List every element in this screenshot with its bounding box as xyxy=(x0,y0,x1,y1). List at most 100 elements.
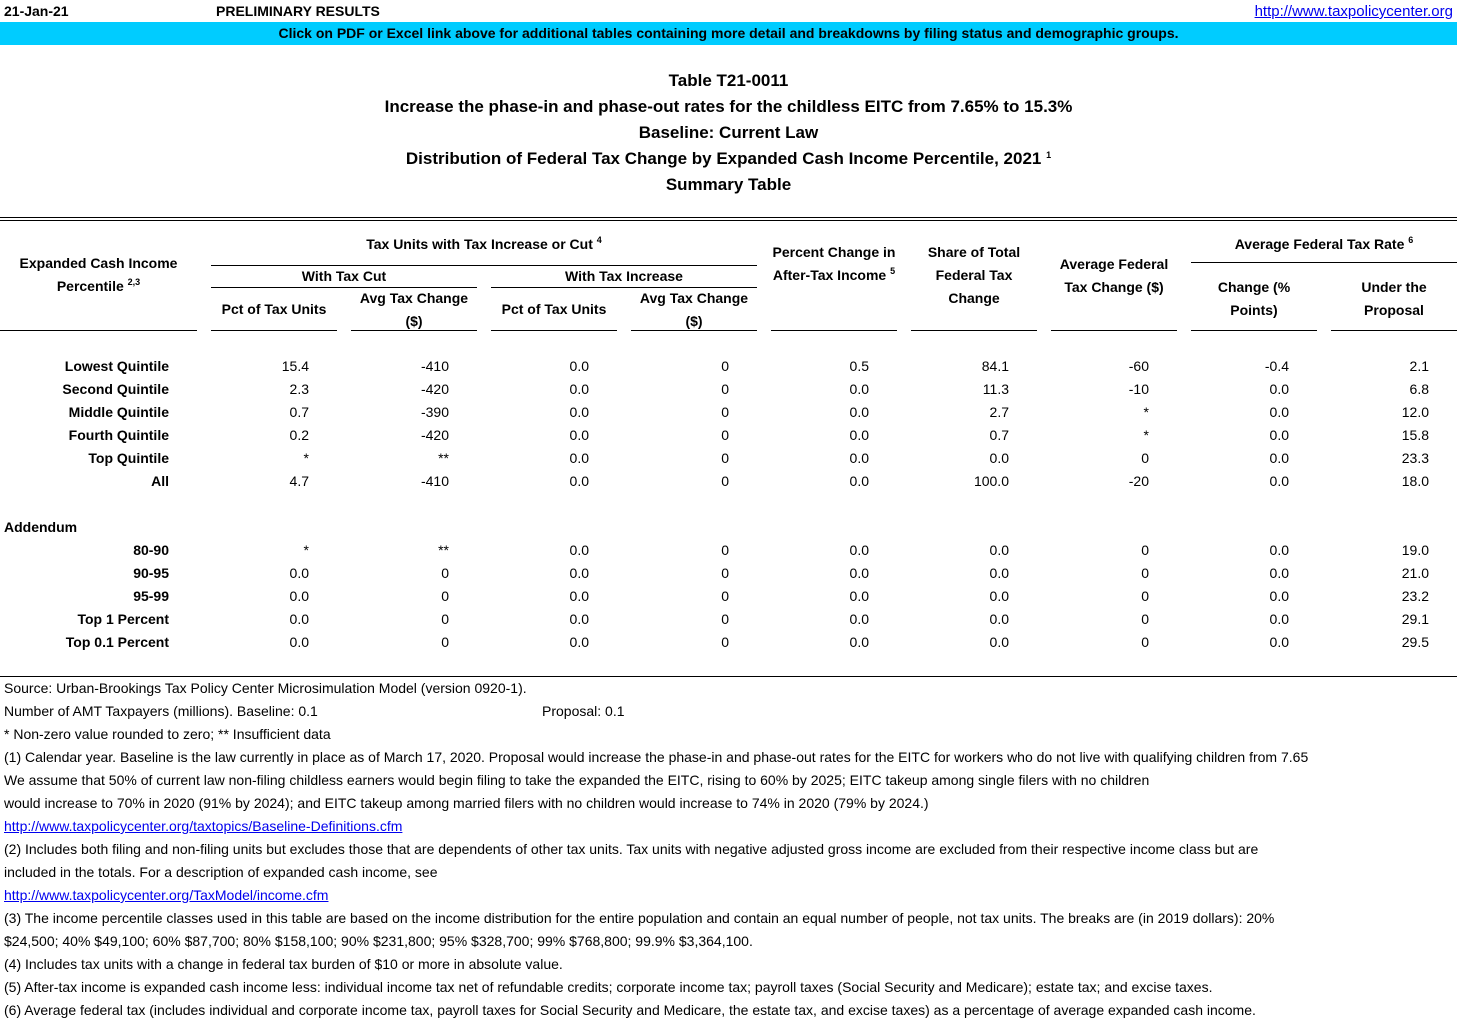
cell: -420 xyxy=(420,381,449,397)
date: 21-Jan-21 xyxy=(4,3,69,19)
cell: 0.0 xyxy=(989,634,1009,650)
source: Source: Urban-Brookings Tax Policy Cente… xyxy=(4,680,527,696)
cell: 0.2 xyxy=(289,427,309,443)
cell: * xyxy=(303,450,309,466)
cell: 0.0 xyxy=(1269,611,1289,627)
title-line: Distribution of Federal Tax Change by Ex… xyxy=(405,149,1052,168)
col-header: Tax Units with Tax Increase or Cut 4 xyxy=(366,235,602,253)
cell: 0.0 xyxy=(1269,427,1289,443)
cell: 0.0 xyxy=(849,565,869,581)
cell: 0.0 xyxy=(1269,565,1289,581)
cell: 19.0 xyxy=(1401,542,1429,558)
note-line: * Non-zero value rounded to zero; ** Ins… xyxy=(4,726,331,742)
cell: 21.0 xyxy=(1401,565,1429,581)
rule xyxy=(491,330,617,331)
cell: 6.8 xyxy=(1409,381,1429,397)
cell: 0.0 xyxy=(849,427,869,443)
cell: 0.0 xyxy=(289,565,309,581)
cell: 0 xyxy=(441,611,449,627)
rule xyxy=(1191,330,1317,331)
row-label: All xyxy=(151,473,169,489)
note-link[interactable]: http://www.taxpolicycenter.org/TaxModel/… xyxy=(4,887,329,903)
rule xyxy=(771,330,897,331)
rule xyxy=(0,330,197,331)
cell: 0.7 xyxy=(289,404,309,420)
cell: 0 xyxy=(721,404,729,420)
cell: 23.2 xyxy=(1401,588,1429,604)
col-header: Under the Proposal xyxy=(1361,279,1427,318)
cell: 4.7 xyxy=(289,473,309,489)
cell: 11.3 xyxy=(982,381,1009,397)
row-label: Second Quintile xyxy=(62,381,169,397)
cell: 2.1 xyxy=(1409,358,1429,374)
cell: 0.0 xyxy=(569,565,589,581)
col-header: Percent Change in After-Tax Income 5 xyxy=(772,244,896,283)
cell: 0.0 xyxy=(849,404,869,420)
banner: Click on PDF or Excel link above for add… xyxy=(0,22,1457,45)
cell: 0 xyxy=(721,542,729,558)
note-line: (2) Includes both filing and non-filing … xyxy=(4,841,1259,857)
status: PRELIMINARY RESULTS xyxy=(216,3,380,19)
note-line: would increase to 70% in 2020 (91% by 20… xyxy=(4,795,929,811)
cell: 0 xyxy=(1141,542,1149,558)
col-header: Avg Tax Change ($) xyxy=(639,290,749,329)
cell: 18.0 xyxy=(1401,473,1429,489)
cell: 0.0 xyxy=(1269,542,1289,558)
rule xyxy=(0,676,1457,677)
cell: 0 xyxy=(721,381,729,397)
cell: -420 xyxy=(420,427,449,443)
cell: * xyxy=(303,542,309,558)
row-label: Middle Quintile xyxy=(68,404,169,420)
cell: -60 xyxy=(1128,358,1149,374)
cell: 0.0 xyxy=(989,542,1009,558)
cell: 23.3 xyxy=(1401,450,1429,466)
cell: 0.0 xyxy=(849,542,869,558)
col-header: Expanded Cash Income Percentile 2,3 xyxy=(19,255,178,294)
col-header: With Tax Increase xyxy=(565,268,683,284)
cell: 0.0 xyxy=(849,381,869,397)
cell: 0 xyxy=(441,588,449,604)
cell: 0.0 xyxy=(289,588,309,604)
cell: 12.0 xyxy=(1401,404,1429,420)
cell: 0.0 xyxy=(289,634,309,650)
note-link[interactable]: http://www.taxpolicycenter.org/taxtopics… xyxy=(4,818,403,834)
title-line: Summary Table xyxy=(665,175,792,194)
cell: 0.0 xyxy=(849,450,869,466)
site-link[interactable]: http://www.taxpolicycenter.org xyxy=(1254,3,1453,20)
cell: 0.0 xyxy=(289,611,309,627)
cell: 0 xyxy=(721,634,729,650)
cell: 0.0 xyxy=(1269,404,1289,420)
cell: -410 xyxy=(420,358,449,374)
row-label: Lowest Quintile xyxy=(64,358,169,374)
note-line: $24,500; 40% $49,100; 60% $87,700; 80% $… xyxy=(4,933,753,949)
cell: 0.0 xyxy=(989,565,1009,581)
col-header: Change (% Points) xyxy=(1217,279,1291,318)
row-label: 80-90 xyxy=(133,542,169,558)
cell: 0.0 xyxy=(989,611,1009,627)
cell: 0.0 xyxy=(989,450,1009,466)
cell: 0 xyxy=(721,588,729,604)
row-label: 95-99 xyxy=(133,588,169,604)
cell: 0.0 xyxy=(569,427,589,443)
amt-baseline: Number of AMT Taxpayers (millions). Base… xyxy=(4,703,318,719)
note-line: (3) The income percentile classes used i… xyxy=(4,910,1275,926)
rule xyxy=(1051,330,1177,331)
cell: 15.4 xyxy=(281,358,309,374)
cell: 0 xyxy=(721,473,729,489)
cell: ** xyxy=(438,542,449,558)
title-line: Increase the phase-in and phase-out rate… xyxy=(384,97,1073,116)
cell: 0.0 xyxy=(849,611,869,627)
col-header: Avg Tax Change ($) xyxy=(359,290,469,329)
title-line: Baseline: Current Law xyxy=(638,123,819,142)
cell: 0 xyxy=(1141,450,1149,466)
cell: 0 xyxy=(441,565,449,581)
rule xyxy=(911,330,1037,331)
row-label: Top 0.1 Percent xyxy=(65,634,169,650)
cell: 15.8 xyxy=(1401,427,1429,443)
cell: 0 xyxy=(721,358,729,374)
cell: 0.0 xyxy=(849,588,869,604)
cell: 0.0 xyxy=(569,381,589,397)
cell: -410 xyxy=(420,473,449,489)
row-label: 90-95 xyxy=(133,565,169,581)
